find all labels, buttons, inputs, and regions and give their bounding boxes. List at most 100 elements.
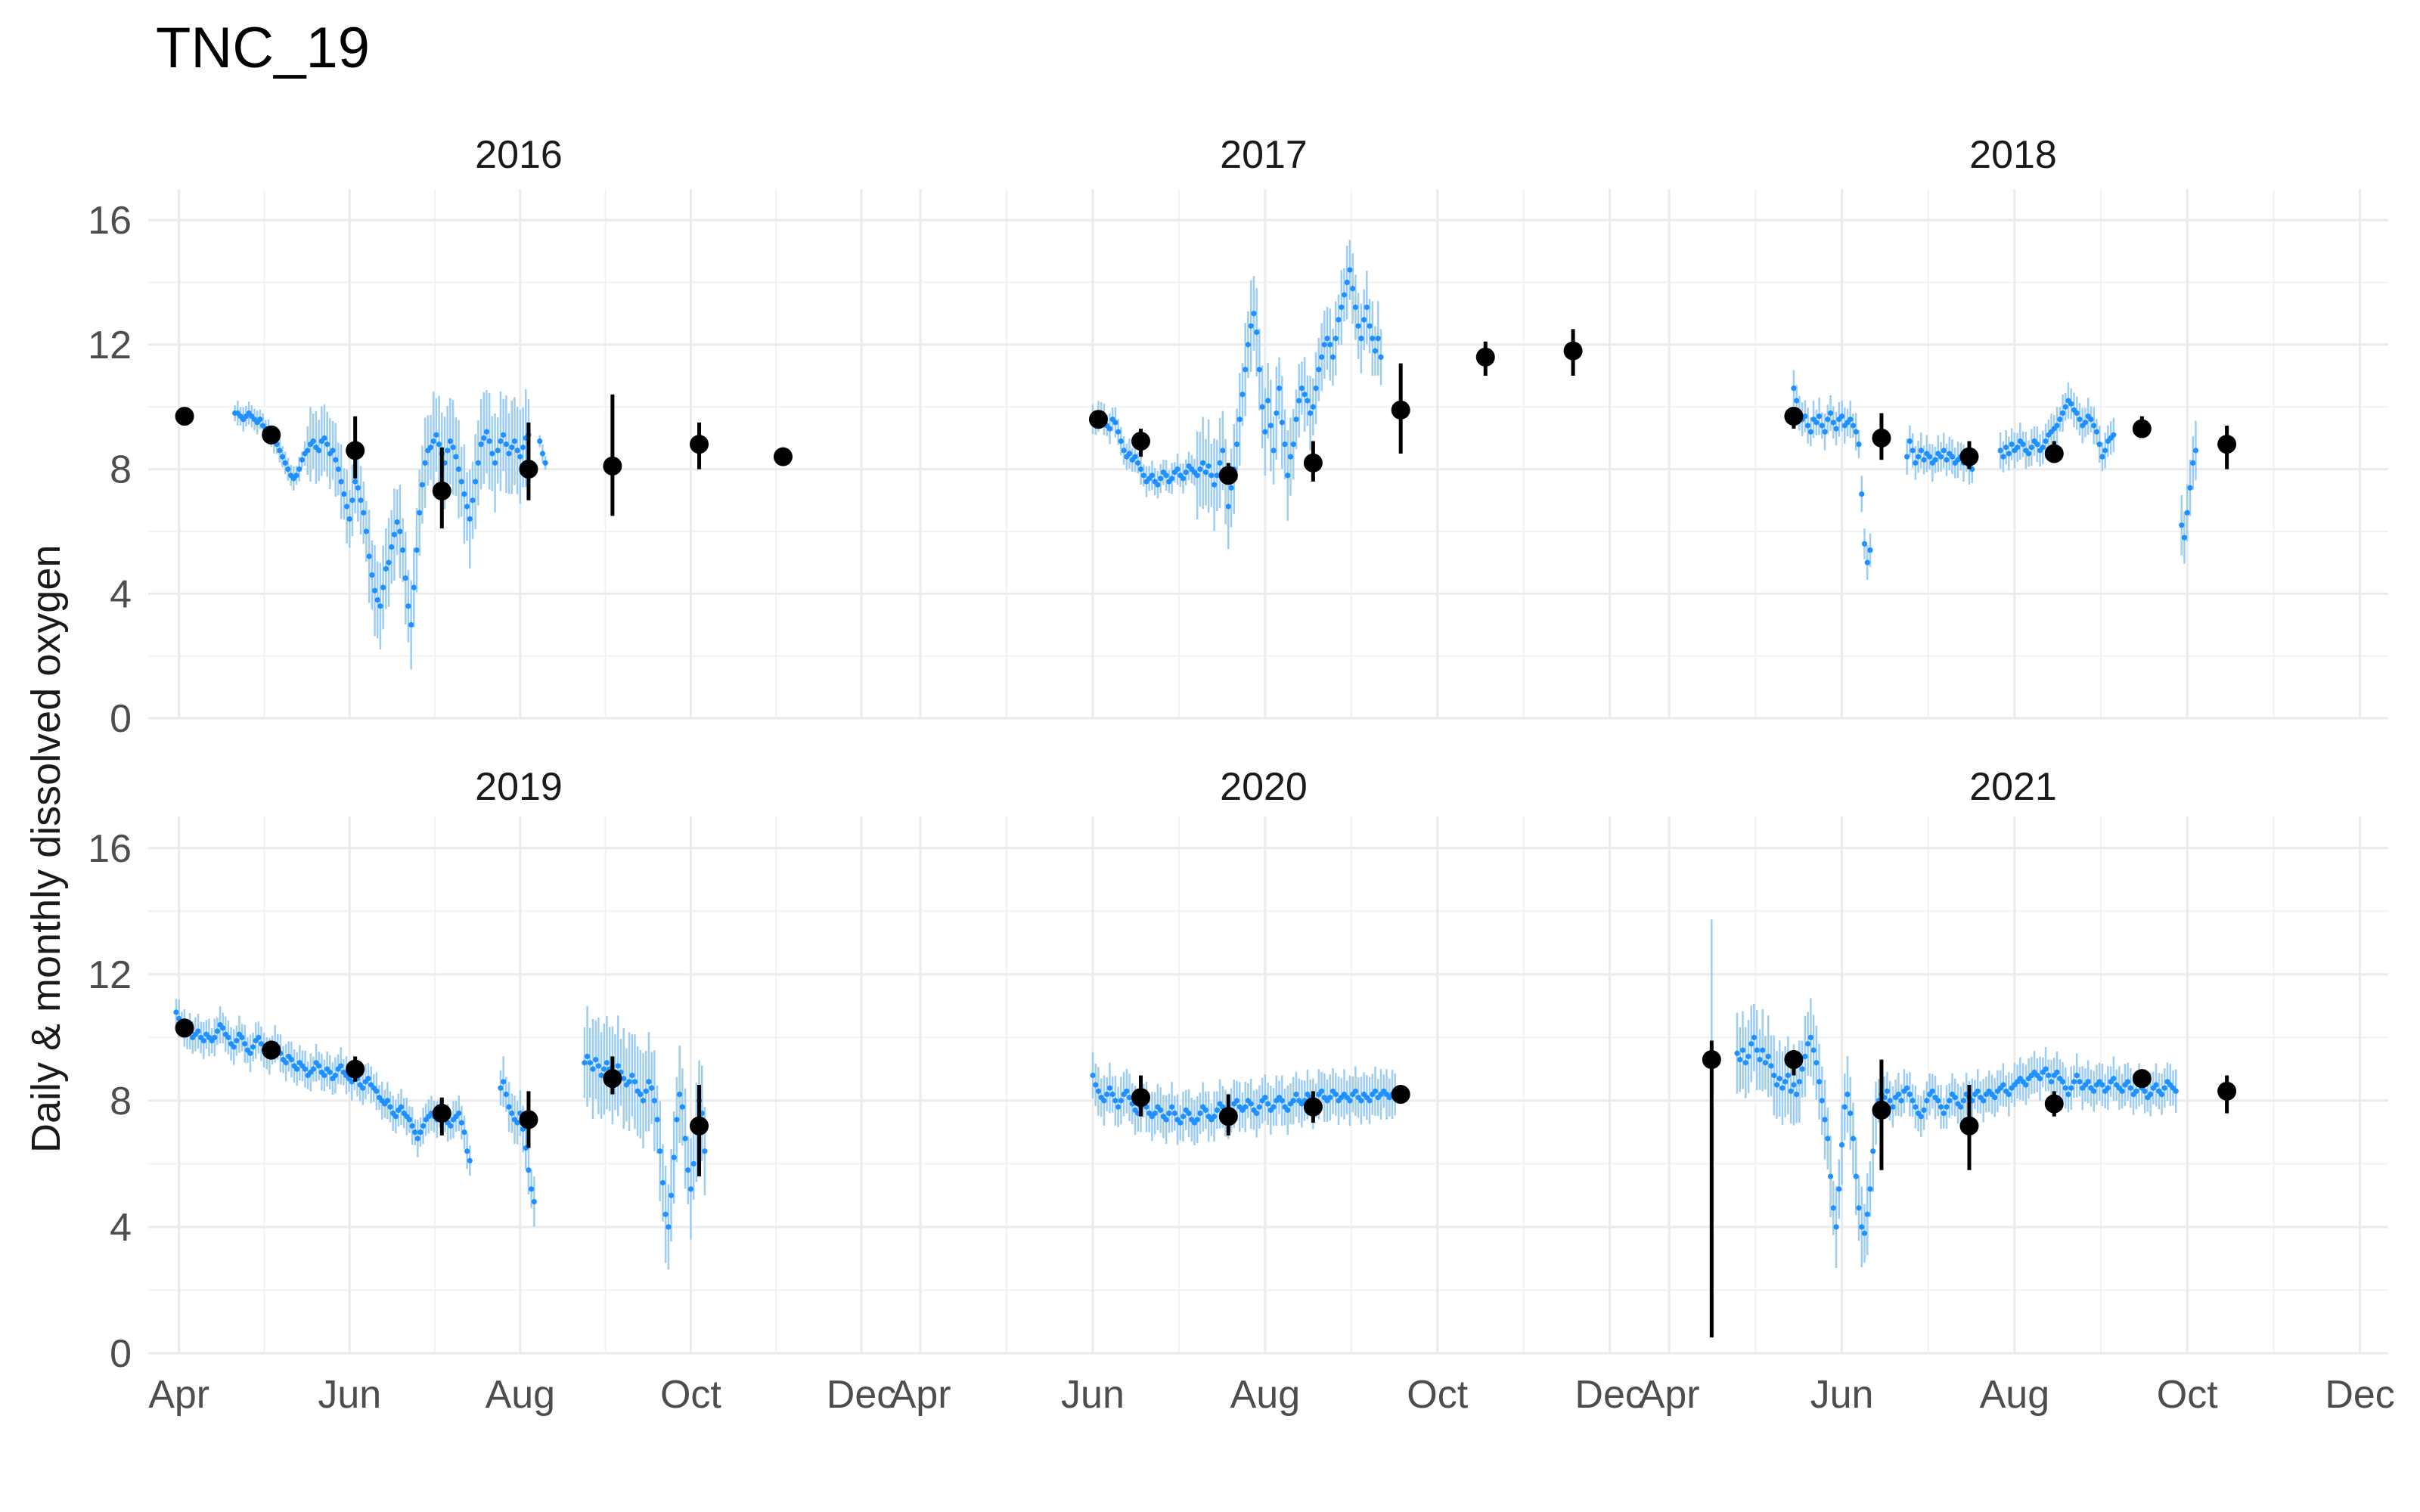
daily-point xyxy=(1367,1098,1373,1104)
daily-point xyxy=(1093,1082,1099,1088)
daily-point xyxy=(2054,423,2060,429)
daily-point xyxy=(582,1060,588,1066)
daily-point xyxy=(1941,448,1947,454)
daily-point xyxy=(1358,336,1364,342)
monthly-point xyxy=(346,1059,365,1079)
daily-point xyxy=(1375,336,1381,342)
daily-point xyxy=(1180,476,1187,482)
panel-2016: 2016 0 4 8 12 16 xyxy=(88,133,889,741)
daily-point xyxy=(537,438,543,445)
daily-point xyxy=(2048,1079,2055,1085)
daily-point xyxy=(1859,491,1865,497)
daily-point xyxy=(2071,1079,2077,1085)
daily-point xyxy=(2059,1079,2066,1085)
daily-point xyxy=(2074,410,2080,417)
daily-point xyxy=(1853,429,1859,435)
monthly-point xyxy=(175,407,194,426)
daily-point xyxy=(1106,426,1112,432)
daily-point xyxy=(1816,413,1823,420)
daily-point xyxy=(1163,472,1169,479)
monthly-point xyxy=(2044,444,2064,463)
daily-point xyxy=(448,1123,454,1129)
daily-point xyxy=(1827,1173,1834,1179)
y-tick-label: 0 xyxy=(110,697,132,741)
daily-point xyxy=(1106,1085,1112,1091)
daily-point xyxy=(1915,454,1922,460)
daily-point xyxy=(1958,1104,1964,1110)
daily-point xyxy=(461,491,467,497)
daily-point xyxy=(1352,1088,1359,1094)
daily-point xyxy=(478,442,484,448)
daily-point xyxy=(1794,398,1800,404)
daily-point xyxy=(1112,1098,1118,1104)
daily-point xyxy=(1168,476,1175,482)
monthly-point xyxy=(1563,341,1583,361)
daily-point xyxy=(1960,1098,1967,1104)
daily-point xyxy=(1910,1098,1916,1104)
daily-point xyxy=(1285,1107,1291,1114)
daily-point xyxy=(377,603,383,609)
facet-strip-label: 2018 xyxy=(1969,133,2057,177)
daily-point xyxy=(1825,417,1831,423)
panel-2020: 2020 Apr Jun Aug Oct Dec xyxy=(889,765,1645,1417)
daily-point xyxy=(1805,423,1811,429)
daily-point xyxy=(1290,442,1296,448)
monthly-point xyxy=(2217,1081,2237,1101)
monthly-point xyxy=(175,1018,194,1038)
daily-point xyxy=(629,1072,635,1079)
daily-point xyxy=(310,1066,317,1072)
daily-point xyxy=(1848,417,1854,423)
daily-point xyxy=(2093,429,2100,435)
daily-point xyxy=(1276,385,1283,392)
daily-point xyxy=(1298,385,1305,392)
daily-point xyxy=(391,531,398,538)
daily-point xyxy=(2074,1072,2080,1079)
daily-point xyxy=(436,442,442,448)
monthly-point xyxy=(1391,1085,1410,1105)
daily-point xyxy=(1267,423,1274,429)
daily-point xyxy=(666,1224,672,1230)
daily-point xyxy=(363,528,370,534)
daily-point xyxy=(1802,1053,1808,1060)
daily-point xyxy=(1149,472,1156,479)
daily-point xyxy=(1202,469,1209,476)
daily-point xyxy=(1791,1082,1797,1088)
daily-point xyxy=(1225,503,1231,510)
daily-point xyxy=(1200,460,1206,466)
daily-point xyxy=(1805,1041,1811,1047)
daily-point xyxy=(1992,1095,1998,1101)
daily-point xyxy=(1929,1088,1935,1094)
daily-point xyxy=(406,1117,413,1123)
daily-point xyxy=(467,516,473,522)
daily-point xyxy=(408,621,414,628)
daily-point xyxy=(1265,398,1271,404)
daily-point xyxy=(1186,1110,1192,1117)
daily-point xyxy=(2192,448,2199,454)
monthly-point xyxy=(1475,347,1495,367)
daily-point xyxy=(1779,1085,1786,1091)
daily-point xyxy=(483,429,490,435)
daily-point xyxy=(631,1079,638,1085)
daily-point xyxy=(585,1053,591,1060)
daily-point xyxy=(1282,442,1288,448)
daily-point xyxy=(2006,451,2012,457)
daily-point xyxy=(506,1104,512,1110)
x-tick-label: Oct xyxy=(660,1373,721,1417)
daily-point xyxy=(1324,336,1330,342)
daily-point xyxy=(352,479,358,485)
daily-point xyxy=(1838,413,1845,420)
daily-point xyxy=(338,479,344,485)
monthly-point xyxy=(1959,447,1979,466)
daily-point xyxy=(1197,466,1203,472)
daily-point xyxy=(1870,1148,1876,1154)
facet-strip-label: 2017 xyxy=(1220,133,1308,177)
daily-point xyxy=(659,1179,666,1186)
daily-point xyxy=(1308,410,1314,417)
daily-point xyxy=(220,1025,226,1031)
daily-point xyxy=(1372,1088,1379,1094)
daily-point xyxy=(1352,304,1359,311)
daily-point xyxy=(1830,1205,1836,1211)
daily-point xyxy=(503,442,509,448)
y-tick-label: 16 xyxy=(88,199,132,243)
daily-point xyxy=(503,1091,509,1098)
